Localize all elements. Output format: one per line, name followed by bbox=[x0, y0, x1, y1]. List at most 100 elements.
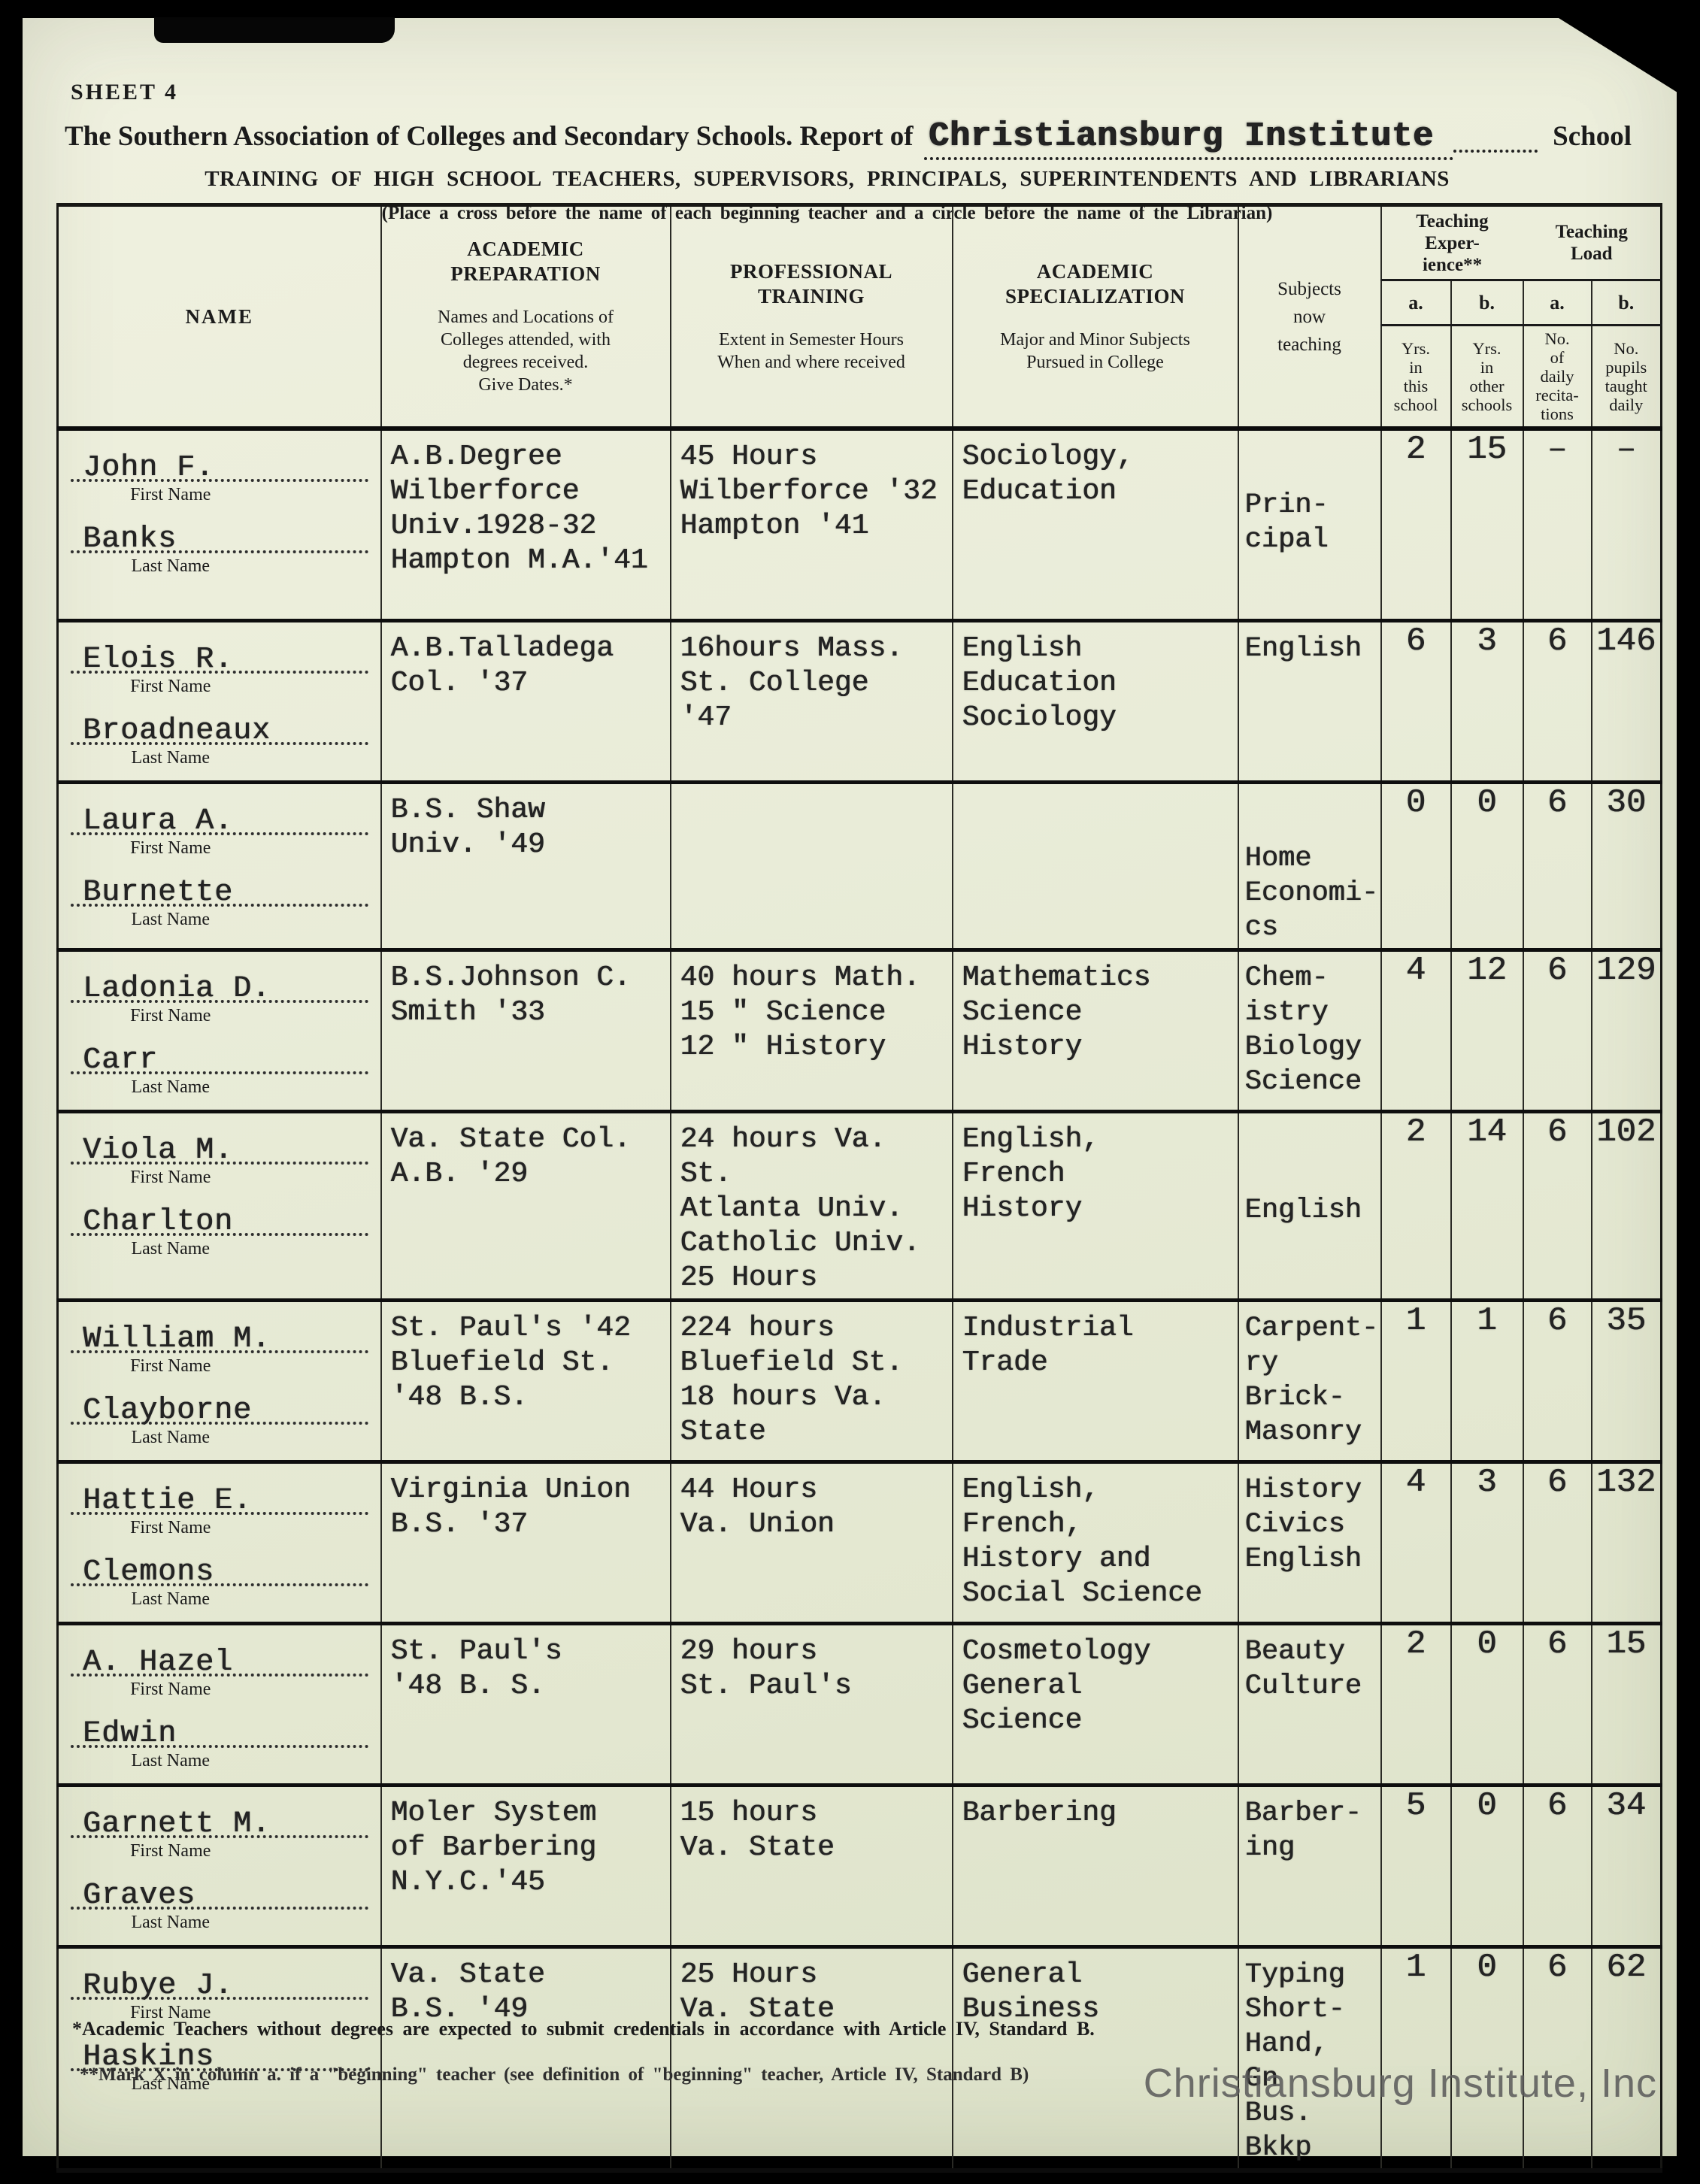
professional-training-cell: 25 Hours Va. State bbox=[669, 1944, 953, 2171]
professional-training-cell: 40 hours Math. 15 " Science 12 " History bbox=[669, 947, 953, 1112]
header-academic-specialization: ACADEMIC SPECIALIZATION Major and Minor … bbox=[951, 204, 1239, 429]
professional-training-cell: 29 hours St. Paul's bbox=[669, 1621, 953, 1786]
last-name-line: Edwin bbox=[71, 1709, 368, 1749]
professional-training-cell: 224 hours Bluefield St. 18 hours Va. Sta… bbox=[669, 1298, 953, 1462]
academic-specialization-cell bbox=[951, 780, 1239, 950]
load-a-cell: 6 bbox=[1522, 1109, 1592, 1301]
name-cell: Garnett M. First Name Graves Last Name bbox=[56, 1783, 382, 1947]
load-a-cell: 6 bbox=[1522, 780, 1592, 950]
last-name-label: Last Name bbox=[131, 2073, 211, 2094]
title-suffix: School bbox=[1553, 121, 1632, 152]
name-cell: Hattie E. First Name Clemons Last Name bbox=[56, 1459, 382, 1624]
professional-training-cell: 24 hours Va. St. Atlanta Univ. Catholic … bbox=[669, 1109, 953, 1301]
last-name-label: Last Name bbox=[131, 1427, 211, 1447]
load-b-cell: 62 bbox=[1590, 1944, 1662, 2171]
load-a-cell: – bbox=[1522, 426, 1592, 621]
exp-a-cell: 2 bbox=[1380, 1621, 1452, 1786]
first-name-line: Hattie E. bbox=[71, 1476, 368, 1516]
name-cell: John F. First Name Banks Last Name bbox=[56, 426, 382, 621]
last-name-label: Last Name bbox=[131, 1912, 211, 1932]
exp-a-cell: 4 bbox=[1380, 947, 1452, 1112]
academic-specialization-cell: General Business bbox=[951, 1944, 1239, 2171]
load-b-cell: 15 bbox=[1590, 1621, 1662, 1786]
spec-column-desc: Major and Minor Subjects Pursued in Coll… bbox=[1000, 330, 1190, 372]
subjects-cell: History Civics English bbox=[1237, 1459, 1382, 1624]
last-name-label: Last Name bbox=[131, 1077, 211, 1097]
professional-training-cell bbox=[669, 780, 953, 950]
exp-b-cell: 0 bbox=[1450, 780, 1524, 950]
training-column-desc: Extent in Semester Hours When and where … bbox=[717, 330, 905, 372]
table-row: Ladonia D. First Name Carr Last Name B.S.J… bbox=[56, 947, 1662, 1112]
first-name-label: First Name bbox=[130, 1005, 211, 1025]
load-a-cell: 6 bbox=[1522, 1459, 1592, 1624]
professional-training-cell: 44 Hours Va. Union bbox=[669, 1459, 953, 1624]
footnote-2: **Mark X in column a. if a "beginning" t… bbox=[80, 2064, 1029, 2085]
academic-preparation-cell: Moler System of Barbering N.Y.C.'45 bbox=[380, 1783, 671, 1947]
first-name-line: Rubye J. bbox=[71, 1961, 368, 2003]
last-name-label: Last Name bbox=[131, 1238, 211, 1259]
last-name-line: Carr bbox=[71, 1035, 368, 1075]
header-professional-training: PROFESSIONAL TRAINING Extent in Semester… bbox=[669, 204, 953, 429]
last-name-value: Charlton bbox=[83, 1204, 234, 1239]
professional-training-cell: 45 Hours Wilberforce '32 Hampton '41 bbox=[669, 426, 953, 621]
exp-b-cell: 3 bbox=[1450, 618, 1524, 783]
professional-training-cell: 15 hours Va. State bbox=[669, 1783, 953, 1947]
exp-b-cell: 0 bbox=[1450, 1944, 1524, 2171]
header-exp-col-a: a. bbox=[1380, 279, 1452, 326]
first-name-line: Elois R. bbox=[71, 635, 368, 674]
subjects-cell: Barber- ing bbox=[1237, 1783, 1382, 1947]
load-b-cell: 102 bbox=[1590, 1109, 1662, 1301]
first-name-label: First Name bbox=[130, 676, 211, 696]
last-name-label: Last Name bbox=[131, 909, 211, 929]
first-name-label: First Name bbox=[130, 1679, 211, 1699]
exp-a-cell: 6 bbox=[1380, 618, 1452, 783]
exp-b-cell: 0 bbox=[1450, 1621, 1524, 1786]
load-b-cell: 35 bbox=[1590, 1298, 1662, 1462]
exp-a-cell: 0 bbox=[1380, 780, 1452, 950]
load-a-cell: 6 bbox=[1522, 947, 1592, 1112]
school-name-typed: Christiansburg Institute bbox=[923, 117, 1453, 160]
prep-column-title: ACADEMIC PREPARATION bbox=[450, 238, 601, 285]
first-name-value: Rubye J. bbox=[83, 1968, 234, 2003]
watermark: Christiansburg Institute, Inc bbox=[1143, 2061, 1657, 2106]
exp-b-cell: 3 bbox=[1450, 1459, 1524, 1624]
load-a-cell: 6 bbox=[1522, 1944, 1592, 2171]
first-name-line: Viola M. bbox=[71, 1125, 368, 1165]
academic-preparation-cell: A.B.Talladega Col. '37 bbox=[380, 618, 671, 783]
first-name-label: First Name bbox=[130, 1840, 211, 1861]
academic-preparation-cell: B.S. Shaw Univ. '49 bbox=[380, 780, 671, 950]
academic-preparation-cell: A.B.Degree Wilberforce Univ.1928-32 Hamp… bbox=[380, 426, 671, 621]
table-row: William M. First Name Clayborne Last Name … bbox=[56, 1298, 1662, 1462]
first-name-line: Laura A. bbox=[71, 796, 368, 836]
first-name-label: First Name bbox=[130, 1517, 211, 1537]
last-name-label: Last Name bbox=[131, 556, 211, 576]
exp-a-cell: 4 bbox=[1380, 1459, 1452, 1624]
name-cell: Rubye J. First Name Haskins Last Name bbox=[56, 1944, 382, 2171]
table-row: Hattie E. First Name Clemons Last Name Vir… bbox=[56, 1459, 1662, 1624]
academic-preparation-cell: Va. State Col. A.B. '29 bbox=[380, 1109, 671, 1301]
last-name-value: Banks bbox=[83, 523, 177, 556]
header-subjects-now-teaching: Subjects now teaching bbox=[1237, 204, 1382, 429]
name-cell: A. Hazel First Name Edwin Last Name bbox=[56, 1621, 382, 1786]
table-row: Viola M. First Name Charlton Last Name Va.… bbox=[56, 1109, 1662, 1301]
load-b-cell: 129 bbox=[1590, 947, 1662, 1112]
first-name-value: Elois R. bbox=[83, 642, 234, 677]
training-column-title: PROFESSIONAL TRAINING bbox=[729, 260, 893, 307]
academic-preparation-cell: Va. State B.S. '49 bbox=[380, 1944, 671, 2171]
load-b-cell: – bbox=[1590, 426, 1662, 621]
last-name-line: Clayborne bbox=[71, 1386, 368, 1425]
first-name-line: Garnett M. bbox=[71, 1799, 368, 1839]
subjects-cell: Beauty Culture bbox=[1237, 1621, 1382, 1786]
name-cell: Viola M. First Name Charlton Last Name bbox=[56, 1109, 382, 1301]
header-exp-a-desc: Yrs. in this school bbox=[1380, 324, 1452, 429]
first-name-value: Viola M. bbox=[83, 1133, 234, 1168]
scan-corner-artifact bbox=[1557, 17, 1677, 92]
table-row: John F. First Name Banks Last Name A.B.Deg… bbox=[56, 426, 1662, 621]
load-b-cell: 146 bbox=[1590, 618, 1662, 783]
table-row: Rubye J. First Name Haskins Last Name Va. … bbox=[56, 1944, 1662, 2171]
footnote-1: *Academic Teachers without degrees are e… bbox=[72, 2018, 1095, 2040]
load-b-cell: 30 bbox=[1590, 780, 1662, 950]
name-cell: Ladonia D. First Name Carr Last Name bbox=[56, 947, 382, 1112]
spec-column-title: ACADEMIC SPECIALIZATION bbox=[1005, 260, 1186, 307]
